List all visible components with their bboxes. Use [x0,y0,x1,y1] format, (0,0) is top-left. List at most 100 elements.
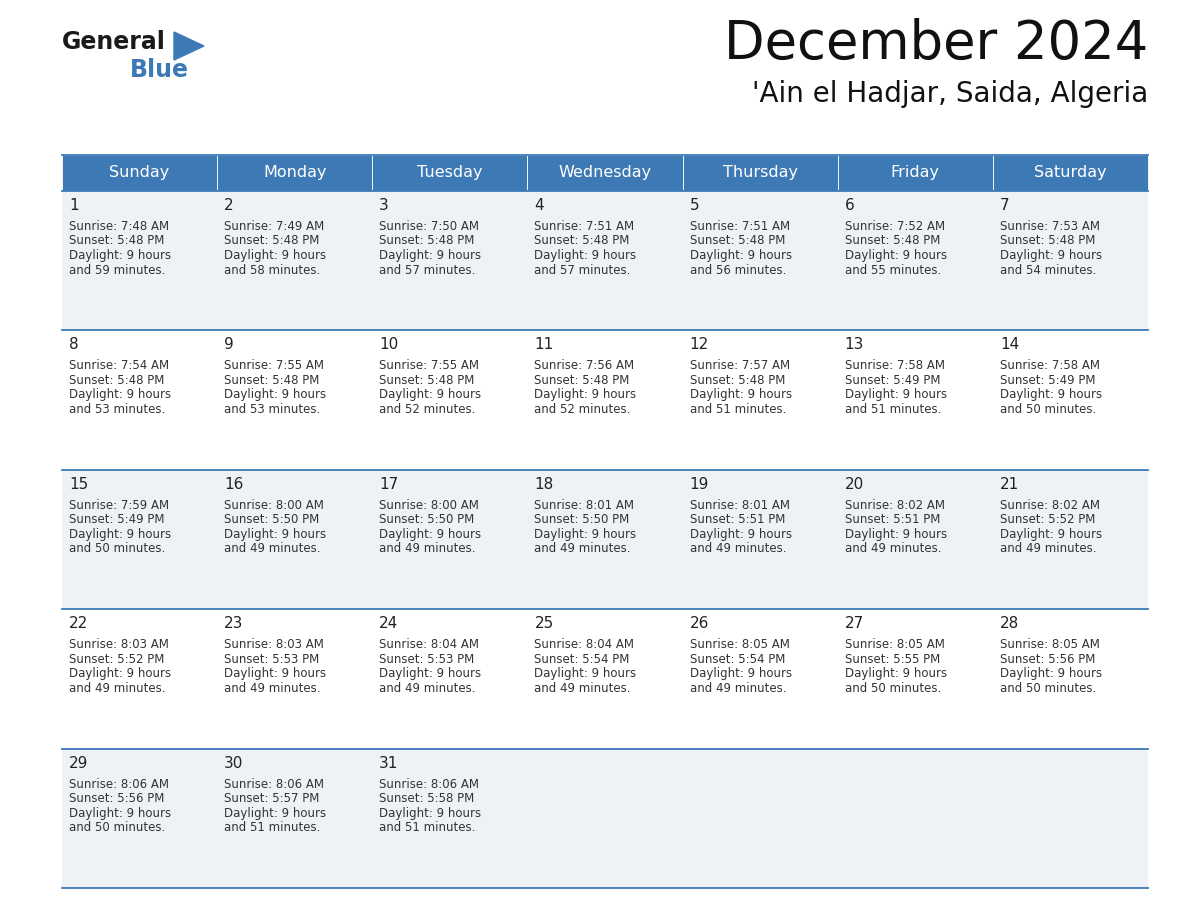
Text: and 49 minutes.: and 49 minutes. [69,682,165,695]
Text: Sunrise: 7:53 AM: Sunrise: 7:53 AM [1000,220,1100,233]
Text: Wednesday: Wednesday [558,165,651,181]
Bar [527,748,683,888]
Text: 12: 12 [689,338,709,353]
Text: Sunrise: 7:58 AM: Sunrise: 7:58 AM [1000,360,1100,373]
Text: Sunrise: 7:51 AM: Sunrise: 7:51 AM [535,220,634,233]
Bar [372,191,527,330]
Bar [527,330,683,470]
Text: Sunset: 5:54 PM: Sunset: 5:54 PM [689,653,785,666]
Bar [62,155,217,191]
Text: Sunrise: 7:54 AM: Sunrise: 7:54 AM [69,360,169,373]
Text: Daylight: 9 hours: Daylight: 9 hours [225,388,327,401]
Text: 27: 27 [845,616,864,632]
Text: 15: 15 [69,476,88,492]
Text: Sunset: 5:48 PM: Sunset: 5:48 PM [379,234,475,248]
Bar [62,191,217,330]
Text: 30: 30 [225,756,244,770]
Bar [683,610,838,748]
Bar [838,748,993,888]
Text: and 52 minutes.: and 52 minutes. [535,403,631,416]
Text: Sunrise: 7:51 AM: Sunrise: 7:51 AM [689,220,790,233]
Text: Sunset: 5:49 PM: Sunset: 5:49 PM [69,513,164,526]
Text: Daylight: 9 hours: Daylight: 9 hours [845,667,947,680]
Text: and 54 minutes.: and 54 minutes. [1000,263,1097,276]
Text: 23: 23 [225,616,244,632]
Text: Sunset: 5:48 PM: Sunset: 5:48 PM [689,234,785,248]
Bar [683,155,838,191]
Text: 16: 16 [225,476,244,492]
Text: 14: 14 [1000,338,1019,353]
Bar [62,748,217,888]
Bar [217,155,372,191]
Text: Saturday: Saturday [1034,165,1107,181]
Text: 18: 18 [535,476,554,492]
Text: Sunrise: 8:06 AM: Sunrise: 8:06 AM [225,778,324,790]
Text: and 50 minutes.: and 50 minutes. [1000,403,1097,416]
Bar [993,470,1148,610]
Text: and 49 minutes.: and 49 minutes. [379,682,475,695]
Text: Friday: Friday [891,165,940,181]
Text: Daylight: 9 hours: Daylight: 9 hours [689,388,791,401]
Text: Sunrise: 8:02 AM: Sunrise: 8:02 AM [845,498,944,512]
Text: Sunset: 5:52 PM: Sunset: 5:52 PM [69,653,164,666]
Text: and 59 minutes.: and 59 minutes. [69,263,165,276]
Text: Daylight: 9 hours: Daylight: 9 hours [1000,667,1102,680]
Text: Sunset: 5:58 PM: Sunset: 5:58 PM [379,792,474,805]
Text: Daylight: 9 hours: Daylight: 9 hours [535,528,637,541]
Text: Sunset: 5:48 PM: Sunset: 5:48 PM [225,374,320,386]
Text: 28: 28 [1000,616,1019,632]
Text: Daylight: 9 hours: Daylight: 9 hours [689,528,791,541]
Text: Sunset: 5:57 PM: Sunset: 5:57 PM [225,792,320,805]
Text: Daylight: 9 hours: Daylight: 9 hours [845,528,947,541]
Bar [372,330,527,470]
Text: Daylight: 9 hours: Daylight: 9 hours [535,249,637,262]
Text: Sunset: 5:49 PM: Sunset: 5:49 PM [1000,374,1095,386]
Text: Tuesday: Tuesday [417,165,482,181]
Text: and 53 minutes.: and 53 minutes. [69,403,165,416]
Text: Sunrise: 8:06 AM: Sunrise: 8:06 AM [379,778,479,790]
Text: Sunrise: 8:00 AM: Sunrise: 8:00 AM [379,498,479,512]
Text: and 49 minutes.: and 49 minutes. [845,543,941,555]
Text: Sunset: 5:48 PM: Sunset: 5:48 PM [845,234,940,248]
Bar [527,470,683,610]
Text: 19: 19 [689,476,709,492]
Text: Daylight: 9 hours: Daylight: 9 hours [379,388,481,401]
Bar [217,610,372,748]
Bar [993,330,1148,470]
Text: Sunrise: 8:06 AM: Sunrise: 8:06 AM [69,778,169,790]
Text: 1: 1 [69,198,78,213]
Text: and 50 minutes.: and 50 minutes. [69,543,165,555]
Text: and 51 minutes.: and 51 minutes. [689,403,786,416]
Text: Sunrise: 7:55 AM: Sunrise: 7:55 AM [379,360,479,373]
Text: Sunrise: 8:03 AM: Sunrise: 8:03 AM [225,638,324,651]
Bar [683,470,838,610]
Text: Sunrise: 8:01 AM: Sunrise: 8:01 AM [535,498,634,512]
Bar [527,155,683,191]
Bar [372,470,527,610]
Bar [62,330,217,470]
Text: Daylight: 9 hours: Daylight: 9 hours [69,667,171,680]
Text: Daylight: 9 hours: Daylight: 9 hours [379,249,481,262]
Text: 31: 31 [379,756,399,770]
Text: 6: 6 [845,198,854,213]
Text: Sunrise: 7:56 AM: Sunrise: 7:56 AM [535,360,634,373]
Text: Daylight: 9 hours: Daylight: 9 hours [225,807,327,820]
Text: Sunset: 5:56 PM: Sunset: 5:56 PM [1000,653,1095,666]
Text: and 57 minutes.: and 57 minutes. [535,263,631,276]
Bar [993,155,1148,191]
Text: Daylight: 9 hours: Daylight: 9 hours [845,249,947,262]
Text: Sunset: 5:48 PM: Sunset: 5:48 PM [225,234,320,248]
Bar [838,155,993,191]
Text: Daylight: 9 hours: Daylight: 9 hours [69,388,171,401]
Text: Sunrise: 7:49 AM: Sunrise: 7:49 AM [225,220,324,233]
Text: Sunset: 5:48 PM: Sunset: 5:48 PM [689,374,785,386]
Text: Blue: Blue [129,58,189,82]
Text: and 52 minutes.: and 52 minutes. [379,403,475,416]
Text: General: General [62,30,166,54]
Text: 3: 3 [379,198,388,213]
Text: Sunday: Sunday [109,165,170,181]
Text: and 49 minutes.: and 49 minutes. [689,543,786,555]
Bar [62,610,217,748]
Text: 20: 20 [845,476,864,492]
Text: 25: 25 [535,616,554,632]
